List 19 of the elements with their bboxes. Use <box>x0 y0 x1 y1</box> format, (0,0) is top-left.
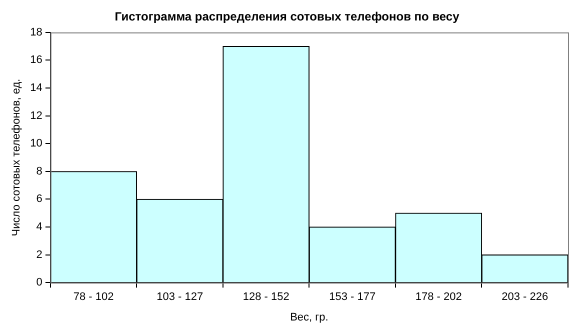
x-tick-label: 203 - 226 <box>502 291 548 304</box>
y-tick-label: 10 <box>30 138 42 150</box>
chart-title: Гистограмма распределения сотовых телефонов по весу <box>114 10 460 24</box>
y-tick-label: 16 <box>30 54 42 66</box>
y-tick-label: 2 <box>36 248 42 261</box>
y-tick-label: 18 <box>30 26 42 38</box>
y-tick-label: 6 <box>36 193 42 206</box>
x-tick-label: 78 - 102 <box>73 291 114 304</box>
x-tick-label: 153 - 177 <box>329 291 376 304</box>
x-axis-title: Вес, гр. <box>290 311 328 324</box>
y-tick-label: 4 <box>36 221 42 234</box>
x-tick-label: 128 - 152 <box>242 291 290 304</box>
y-tick-label: 8 <box>36 165 42 178</box>
y-tick-label: 12 <box>30 110 42 122</box>
x-tick-label: 103 - 127 <box>156 291 204 304</box>
y-tick-label: 0 <box>36 276 42 289</box>
x-tick-label: 178 - 202 <box>415 291 462 304</box>
y-tick-label: 14 <box>30 82 42 94</box>
y-axis-title: Число сотовых телефонов, ед. <box>10 78 23 236</box>
